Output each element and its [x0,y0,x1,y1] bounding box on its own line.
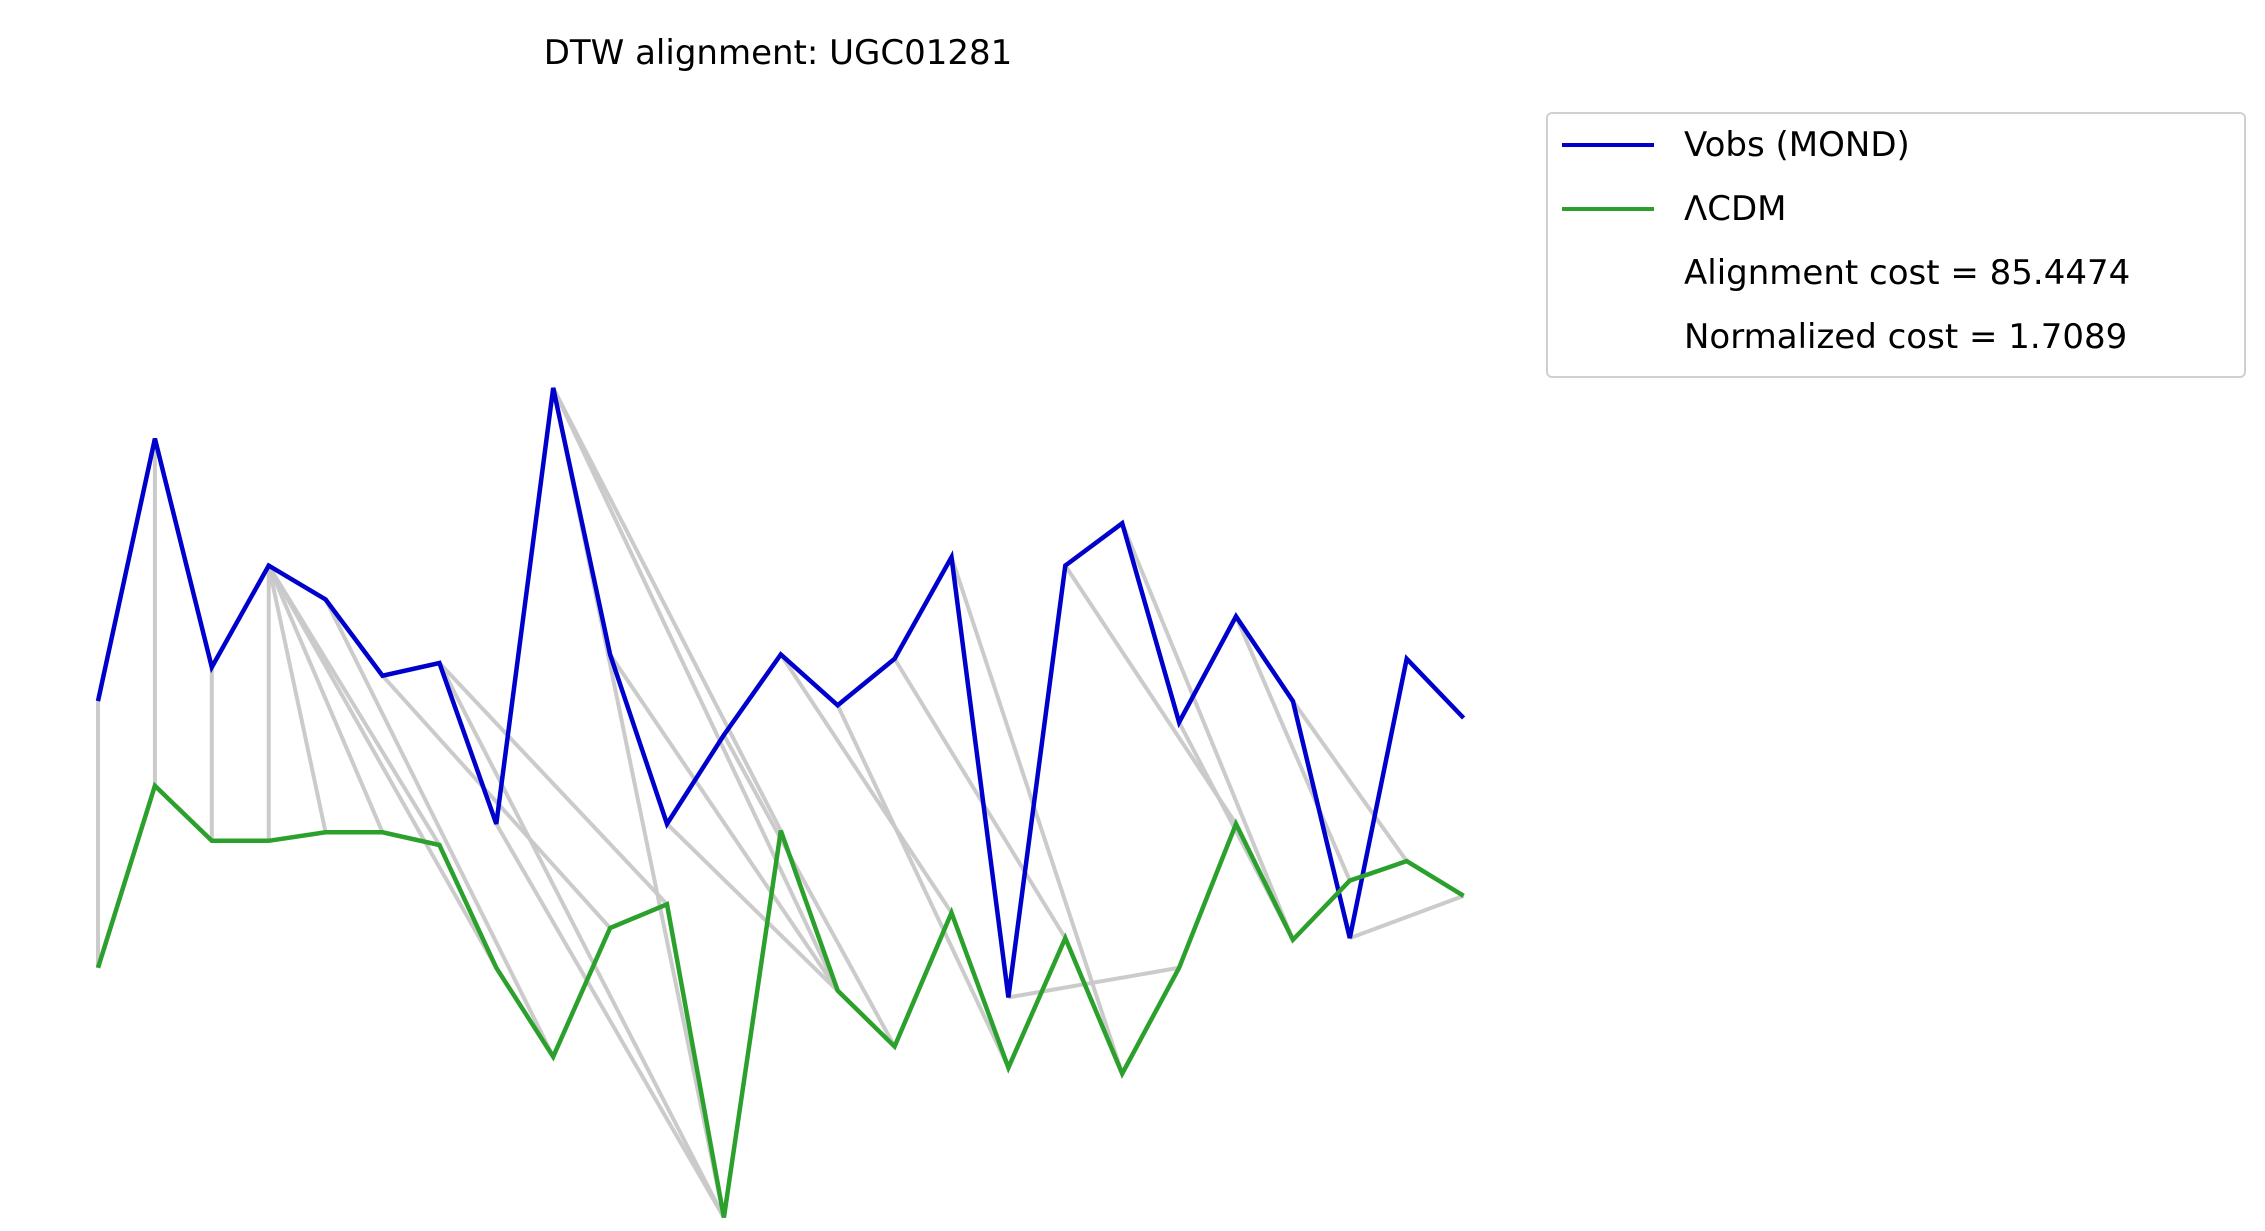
alignment-line [381,674,612,930]
legend-item-lcdm: ΛCDM [1548,178,1787,240]
alignment-line [779,653,954,914]
alignment-line [323,598,555,1058]
alignment-line [266,565,328,833]
legend: Vobs (MOND) ΛCDM Alignment cost = 85.447… [1546,112,2246,378]
legend-item-vobs: Vobs (MOND) [1548,114,1910,176]
legend-label-normalized-cost: Normalized cost = 1.7089 [1684,317,2128,357]
alignment-line [949,556,1125,1075]
alignment-line [494,822,726,1219]
alignment-line [266,564,499,969]
alignment-lines [96,386,1465,1219]
alignment-line [835,704,1011,1069]
legend-item-alignment-cost: Alignment cost = 85.4474 [1548,242,2130,304]
alignment-line [437,661,669,906]
chart-title: DTW alignment: UGC01281 [544,33,1013,73]
alignment-line [551,387,840,992]
legend-swatch-vobs [1562,143,1654,147]
alignment-line [1349,893,1465,941]
alignment-line [892,657,1068,940]
alignment-line [1291,699,1409,863]
series-lines [95,387,1466,1218]
legend-item-normalized-cost: Normalized cost = 1.7089 [1548,306,2127,368]
alignment-line [608,653,840,992]
legend-swatch-lcdm [1562,207,1654,211]
alignment-line [437,662,726,1219]
alignment-line [1008,965,1180,1000]
alignment-line [551,386,783,832]
legend-label-lcdm: ΛCDM [1684,189,1787,229]
legend-label-vobs: Vobs (MOND) [1684,125,1910,165]
alignment-line [722,733,897,1048]
alignment-line [1120,522,1295,941]
series-line-lcdm [95,781,1465,1218]
alignment-line [1234,615,1352,882]
alignment-line [266,564,385,834]
legend-label-alignment-cost: Alignment cost = 85.4474 [1684,253,2131,293]
series-line-vobs [95,387,1466,998]
